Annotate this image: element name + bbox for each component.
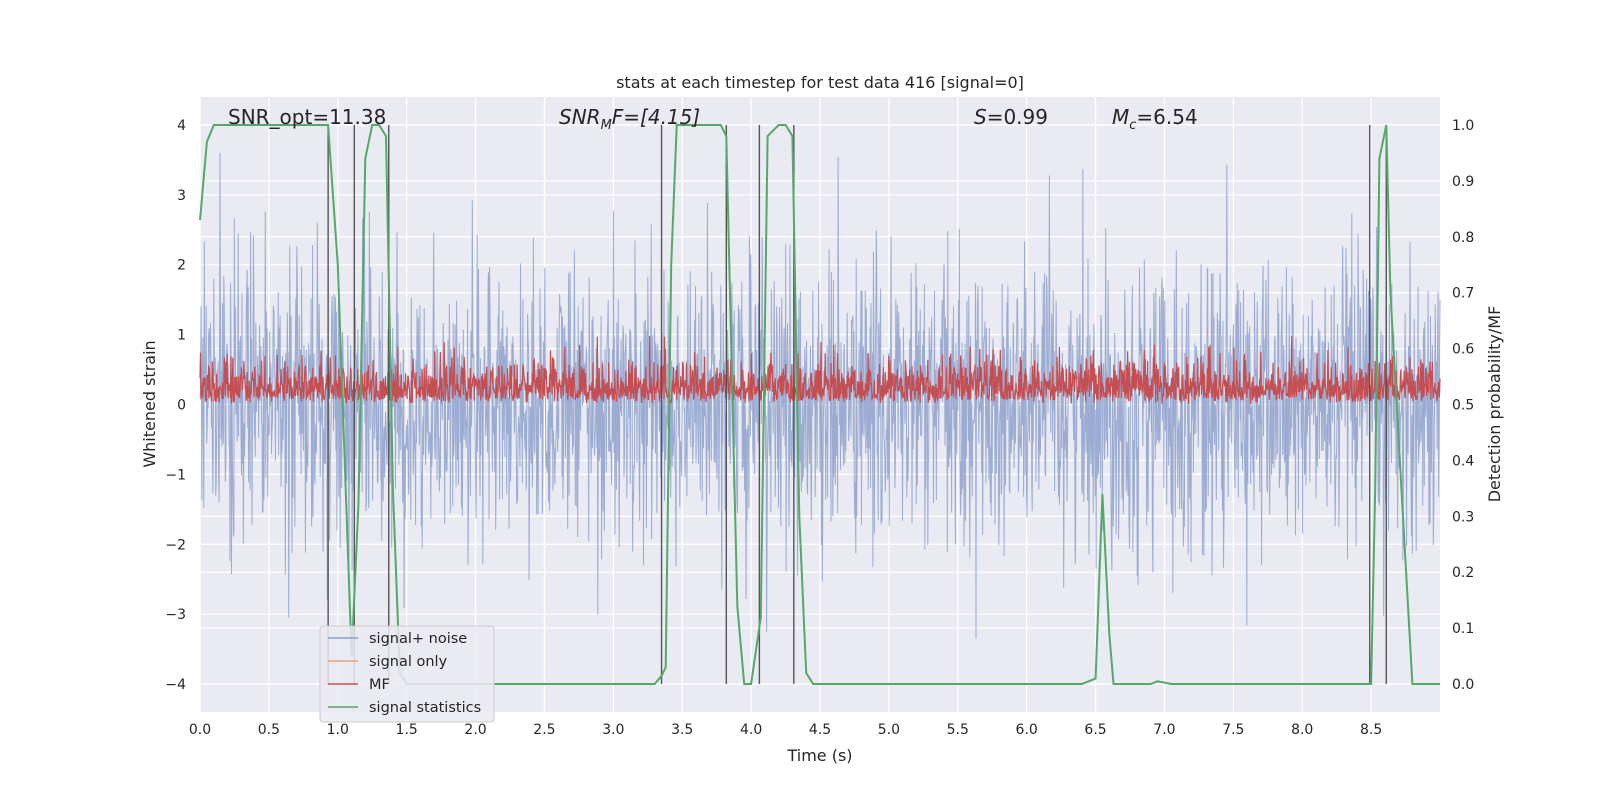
right-y-axis-ticks: 1.0 0.9 0.8 0.7 0.6 0.5 0.4 0.3 0.2 0.1 0.0 <box>1452 118 1474 693</box>
right-y-tick-label: 0.2 <box>1452 565 1474 581</box>
right-y-tick-label: 0.0 <box>1452 677 1474 693</box>
right-y-tick-label: 0.6 <box>1452 342 1474 358</box>
left-y-tick-label: 1 <box>177 328 186 344</box>
annotation-s: S=0.99 <box>974 105 1048 129</box>
left-y-tick-label: −2 <box>165 537 186 553</box>
annotation-snr-mf-var: SNR <box>559 105 601 129</box>
annotation-mc: Mc=6.54 <box>1112 105 1198 133</box>
annotation-s-var: S <box>974 105 987 129</box>
right-y-tick-label: 1.0 <box>1452 118 1474 134</box>
annotation-snr-opt: SNR_opt=11.38 <box>228 105 386 129</box>
x-tick-label: 7.5 <box>1222 722 1244 738</box>
right-y-tick-label: 0.4 <box>1452 453 1474 469</box>
x-axis-label: Time (s) <box>786 746 852 765</box>
signal-noise-series <box>199 152 1441 639</box>
left-y-tick-label: 4 <box>177 118 186 134</box>
signal-statistics-series <box>199 124 1440 685</box>
signal-noise-line <box>199 152 1441 639</box>
left-y-tick-label: 0 <box>177 398 186 414</box>
signal-statistics-line <box>199 124 1440 685</box>
annotation-s-rest: =0.99 <box>987 105 1048 129</box>
x-tick-label: 7.0 <box>1153 722 1175 738</box>
x-tick-label: 2.5 <box>533 722 555 738</box>
x-axis-ticks: 0.0 0.5 1.0 1.5 2.0 2.5 3.0 3.5 4.0 4.5 5.0 5.5 6.0 6… <box>189 722 1382 738</box>
legend-label-mf: MF <box>369 677 390 693</box>
left-y-tick-label: 3 <box>177 188 186 204</box>
x-tick-label: 0.5 <box>258 722 280 738</box>
legend: signal+ noise signal only MF signal stat… <box>319 625 495 723</box>
right-y-tick-label: 0.1 <box>1452 621 1474 637</box>
chart-title: stats at each timestep for test data 416… <box>616 73 1024 92</box>
left-y-tick-label: −3 <box>165 607 186 623</box>
x-tick-label: 4.5 <box>809 722 831 738</box>
x-tick-label: 4.0 <box>740 722 762 738</box>
left-y-axis-label: Whitened strain <box>140 340 159 467</box>
annotation-mc-rest: =6.54 <box>1136 105 1197 129</box>
annotation-mc-sub: c <box>1129 118 1136 133</box>
x-tick-label: 2.0 <box>464 722 486 738</box>
x-tick-label: 6.0 <box>1016 722 1038 738</box>
x-tick-label: 5.0 <box>878 722 900 738</box>
right-y-tick-label: 0.7 <box>1452 286 1474 302</box>
mf-line <box>199 335 1441 404</box>
annotation-snr-mf: SNRMF=[4.15] <box>559 105 700 133</box>
x-tick-label: 0.0 <box>189 722 211 738</box>
mf-series <box>199 335 1441 404</box>
x-tick-label: 3.5 <box>671 722 693 738</box>
x-tick-label: 1.0 <box>327 722 349 738</box>
x-tick-label: 8.0 <box>1291 722 1313 738</box>
right-y-tick-label: 0.5 <box>1452 398 1474 414</box>
legend-label-signal-statistics: signal statistics <box>369 700 481 716</box>
legend-label-signal-noise: signal+ noise <box>369 631 467 647</box>
left-y-tick-label: −1 <box>165 467 186 483</box>
right-y-tick-label: 0.9 <box>1452 174 1474 190</box>
x-tick-label: 1.5 <box>396 722 418 738</box>
annotation-snr-mf-rest: F=[4.15] <box>612 105 700 129</box>
annotation-snr-mf-sub: M <box>601 118 612 133</box>
left-y-tick-label: −4 <box>165 677 186 693</box>
annotation-mc-var: M <box>1112 105 1129 129</box>
x-tick-label: 6.5 <box>1084 722 1106 738</box>
left-y-axis-ticks: 4 3 2 1 0 −1 −2 −3 −4 <box>165 118 186 693</box>
right-y-axis-label: Detection probability/MF <box>1485 306 1504 503</box>
x-tick-label: 3.0 <box>602 722 624 738</box>
x-tick-label: 5.5 <box>947 722 969 738</box>
right-y-tick-label: 0.3 <box>1452 509 1474 525</box>
legend-box <box>319 625 495 723</box>
legend-label-signal-only: signal only <box>369 654 448 670</box>
right-y-tick-label: 0.8 <box>1452 230 1474 246</box>
left-y-tick-label: 2 <box>177 258 186 274</box>
x-tick-label: 8.5 <box>1360 722 1382 738</box>
